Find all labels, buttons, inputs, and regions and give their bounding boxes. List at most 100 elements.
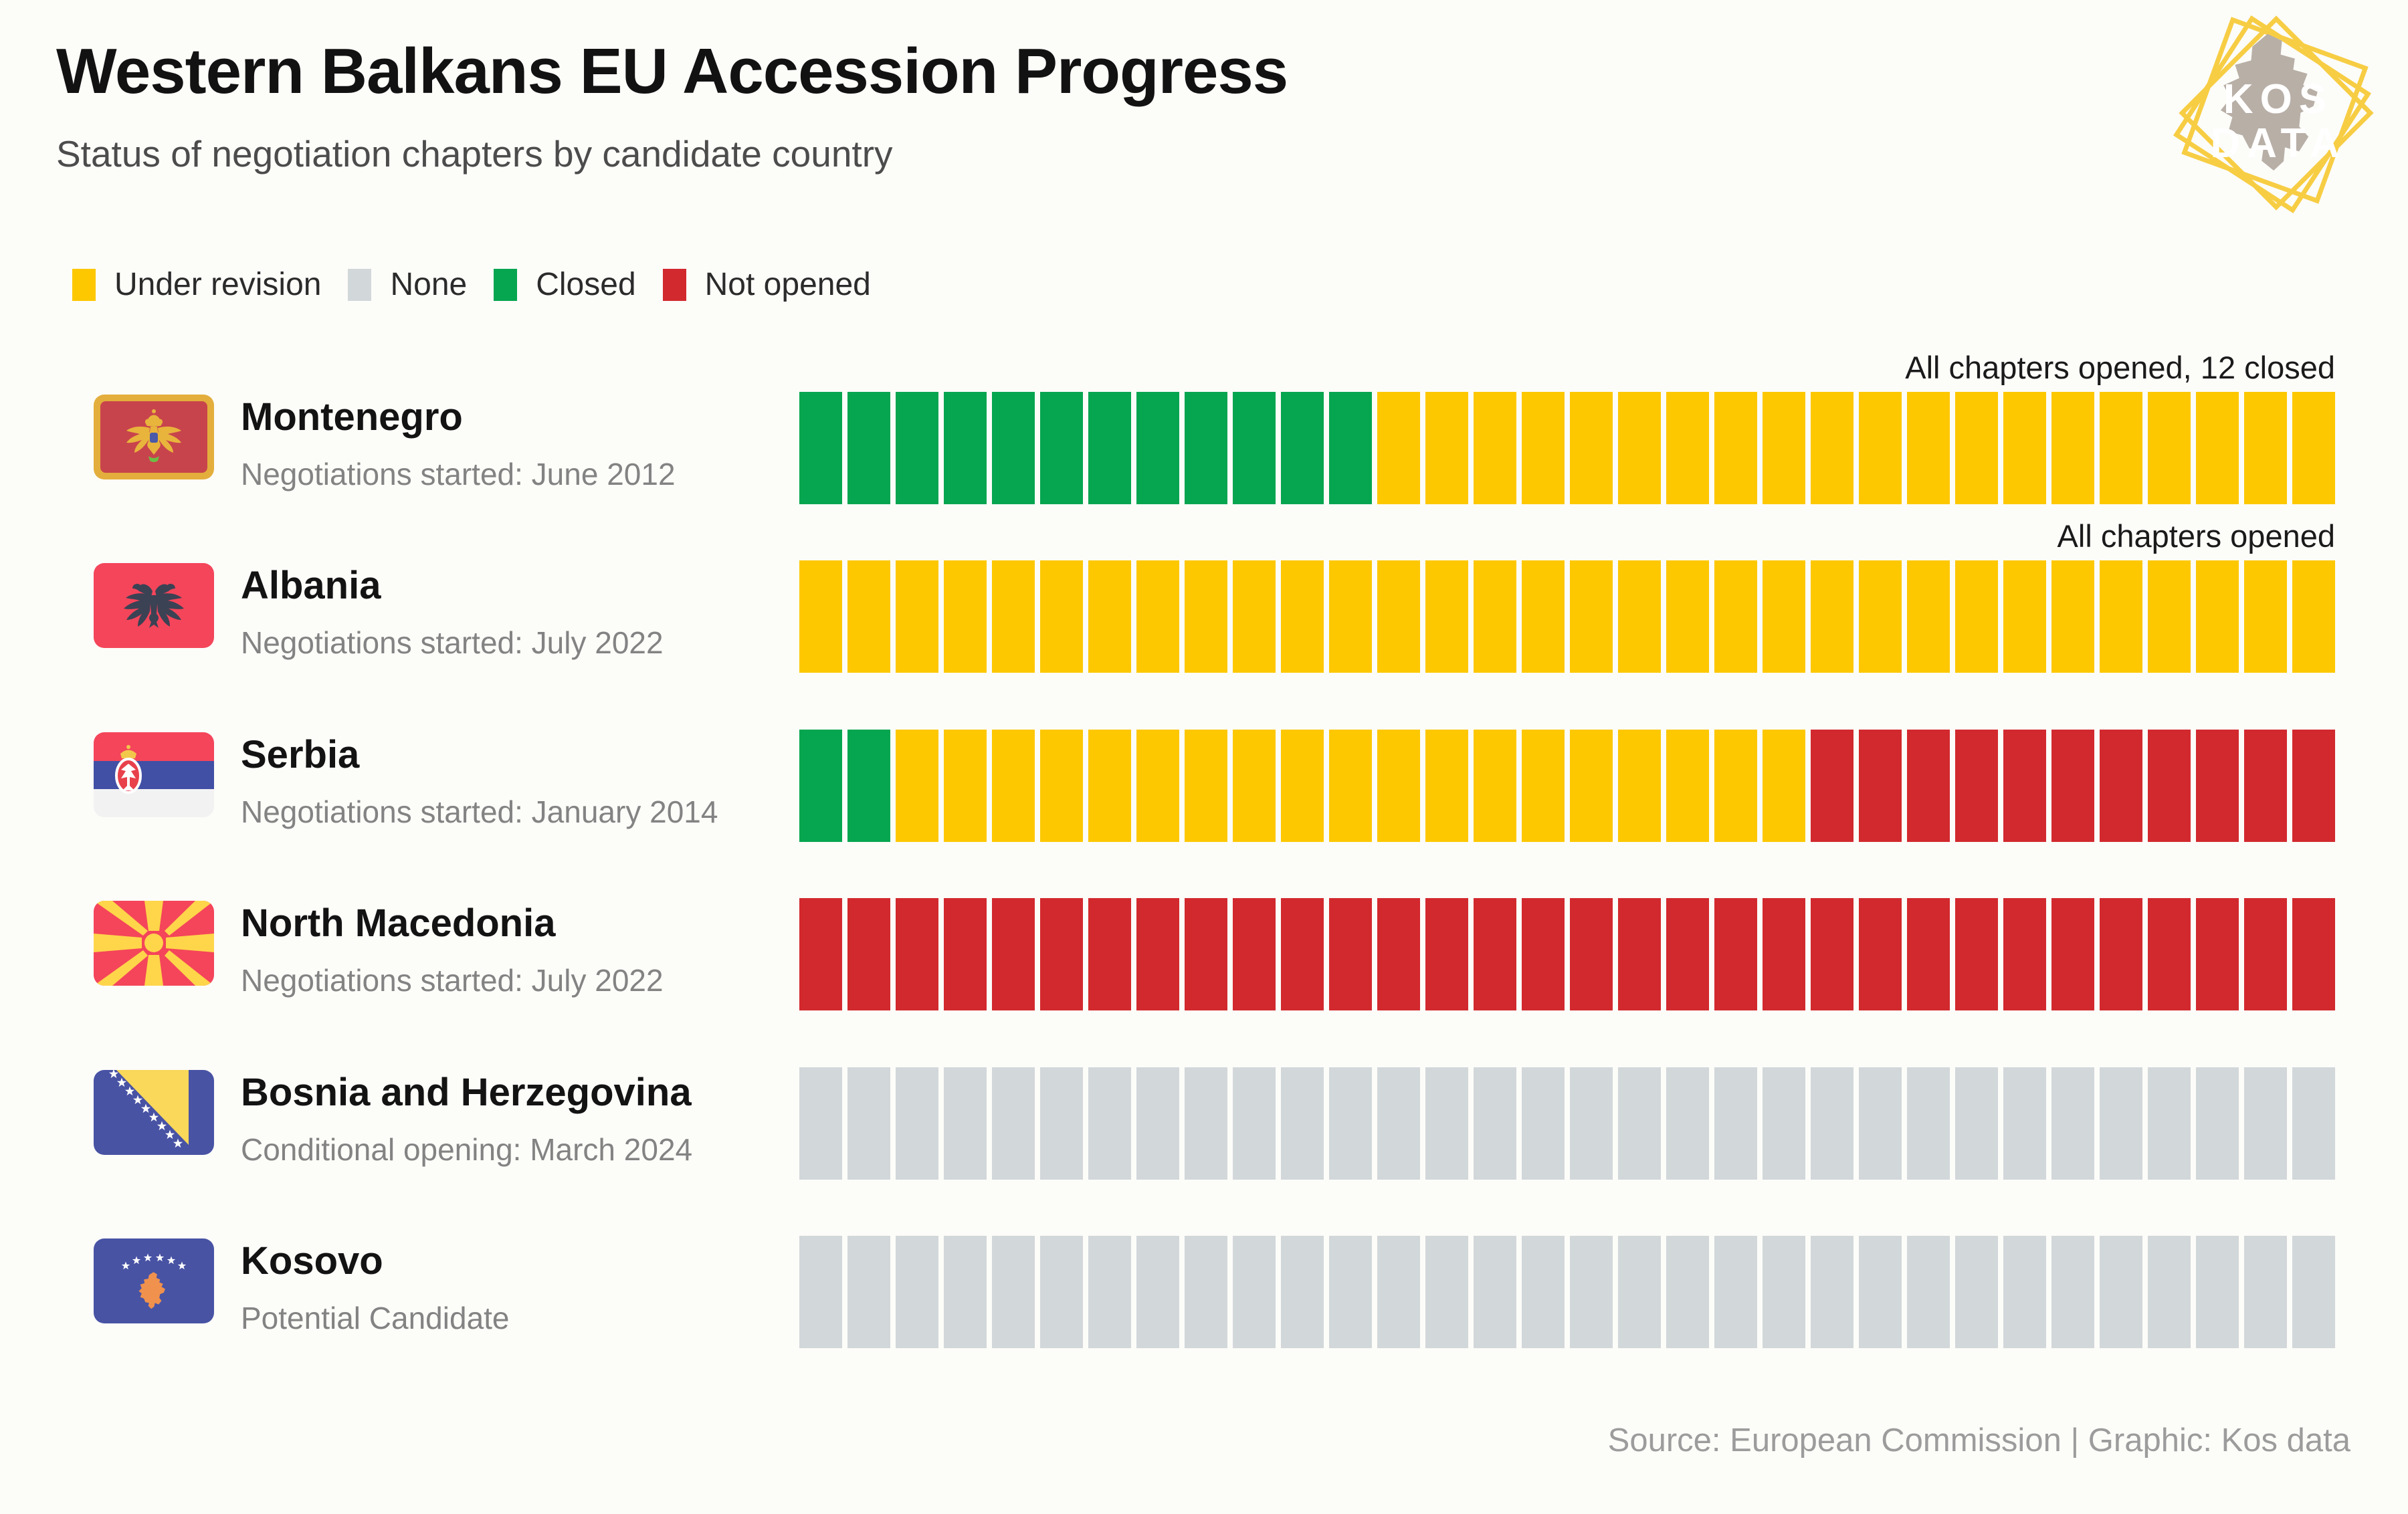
chapter-square-under_revision: [2148, 560, 2191, 673]
chapter-square-not_opened: [1377, 898, 1420, 1010]
chapter-square-under_revision: [2051, 560, 2094, 673]
chapter-square-none: [1763, 1067, 1805, 1180]
chapter-square-none: [1955, 1236, 1998, 1348]
chapter-square-under_revision: [1281, 560, 1324, 673]
chapter-square-under_revision: [1811, 560, 1853, 673]
chapter-square-none: [1281, 1236, 1324, 1348]
chapter-square-under_revision: [1088, 560, 1131, 673]
country-note: Negotiations started: July 2022: [241, 625, 664, 660]
country-name: North Macedonia: [241, 901, 556, 945]
chapter-square-not_opened: [1907, 898, 1950, 1010]
chapter-square-under_revision: [1570, 730, 1613, 842]
chapter-square-none: [1666, 1236, 1709, 1348]
chapter-square-under_revision: [992, 560, 1035, 673]
legend-swatch-none: [348, 268, 372, 301]
chapter-square-not_opened: [1859, 730, 1902, 842]
chapter-square-under_revision: [1859, 560, 1902, 673]
country-flag: [94, 1070, 214, 1155]
chapter-square-not_opened: [1088, 898, 1131, 1010]
country-flag: [94, 901, 214, 986]
legend-item-none: None: [348, 266, 467, 303]
chapter-square-under_revision: [1281, 730, 1324, 842]
kosovo-flag-icon: [94, 1238, 214, 1323]
chapter-square-under_revision: [1233, 560, 1276, 673]
chapter-square-none: [2196, 1067, 2239, 1180]
chapter-square-under_revision: [1522, 560, 1565, 673]
chapter-square-none: [2244, 1067, 2287, 1180]
legend: Under revision None Closed Not opened: [72, 266, 871, 303]
chapter-square-not_opened: [2148, 898, 2191, 1010]
chapter-square-none: [896, 1236, 938, 1348]
chapter-square-closed: [1185, 392, 1227, 504]
chapter-square-under_revision: [2292, 560, 2335, 673]
serbia-flag-icon: [94, 732, 214, 817]
chapter-square-under_revision: [1714, 730, 1757, 842]
chapter-square-none: [1570, 1067, 1613, 1180]
country-row-bosnia: Bosnia and Herzegovina Conditional openi…: [0, 1067, 2408, 1180]
chapter-square-none: [944, 1067, 987, 1180]
legend-label: Closed: [536, 267, 636, 302]
chapter-square-none: [1859, 1236, 1902, 1348]
country-flag: [94, 395, 214, 479]
chapter-square-none: [1233, 1236, 1276, 1348]
chapter-square-under_revision: [1907, 560, 1950, 673]
chapter-square-under_revision: [1763, 730, 1805, 842]
country-name: Kosovo: [241, 1239, 383, 1283]
chapter-square-none: [1136, 1067, 1179, 1180]
chapter-square-under_revision: [1040, 730, 1083, 842]
chapter-square-none: [1377, 1236, 1420, 1348]
chapter-square-under_revision: [1618, 560, 1661, 673]
chapter-square-none: [1522, 1067, 1565, 1180]
chapter-square-under_revision: [1955, 392, 1998, 504]
chapter-square-under_revision: [1763, 560, 1805, 673]
chapter-square-none: [1040, 1236, 1083, 1348]
chapter-square-closed: [847, 392, 890, 504]
chapter-square-none: [2292, 1236, 2335, 1348]
chapter-square-under_revision: [1136, 560, 1179, 673]
chapter-square-not_opened: [1763, 898, 1805, 1010]
chapter-square-under_revision: [1618, 730, 1661, 842]
chapter-square-under_revision: [1040, 560, 1083, 673]
chapter-squares: [799, 1067, 2335, 1180]
chapter-square-under_revision: [896, 730, 938, 842]
logo-line-2: DATA: [2210, 120, 2346, 167]
chapter-square-not_opened: [1955, 730, 1998, 842]
country-flag: [94, 732, 214, 817]
chapter-square-closed: [1088, 392, 1131, 504]
chapter-square-not_opened: [1522, 898, 1565, 1010]
chapter-square-none: [1955, 1067, 1998, 1180]
chapter-square-closed: [847, 730, 890, 842]
chapter-square-under_revision: [1811, 392, 1853, 504]
legend-label: None: [390, 267, 468, 302]
chapter-squares: [799, 730, 2335, 842]
country-labels: North Macedonia Negotiations started: Ju…: [241, 902, 776, 998]
chapter-square-none: [799, 1067, 842, 1180]
chapter-square-under_revision: [1522, 392, 1565, 504]
north-macedonia-flag-icon: [94, 901, 214, 986]
country-row-serbia: Serbia Negotiations started: January 201…: [0, 730, 2408, 842]
chapter-square-under_revision: [2003, 560, 2046, 673]
country-name: Albania: [241, 564, 381, 607]
chapter-square-not_opened: [2196, 898, 2239, 1010]
chapter-square-none: [1811, 1067, 1853, 1180]
chapter-square-not_opened: [1329, 898, 1372, 1010]
chapter-square-none: [1185, 1236, 1227, 1348]
chapter-square-under_revision: [1329, 560, 1372, 673]
row-annotation: All chapters opened: [2057, 518, 2335, 554]
page-title: Western Balkans EU Accession Progress: [56, 35, 1288, 107]
chapter-square-none: [1859, 1067, 1902, 1180]
chapter-square-none: [1714, 1236, 1757, 1348]
chapter-square-none: [1281, 1067, 1324, 1180]
country-name: Montenegro: [241, 395, 463, 439]
chapter-square-under_revision: [799, 560, 842, 673]
chapter-square-not_opened: [896, 898, 938, 1010]
chapter-square-not_opened: [1474, 898, 1516, 1010]
chapter-square-none: [1425, 1067, 1468, 1180]
chapter-square-none: [1377, 1067, 1420, 1180]
chapter-squares: [799, 560, 2335, 673]
chapter-square-none: [1425, 1236, 1468, 1348]
chapter-square-under_revision: [1377, 392, 1420, 504]
legend-item-closed: Closed: [494, 266, 636, 303]
chapter-square-none: [2100, 1236, 2142, 1348]
chapter-square-not_opened: [2051, 898, 2094, 1010]
